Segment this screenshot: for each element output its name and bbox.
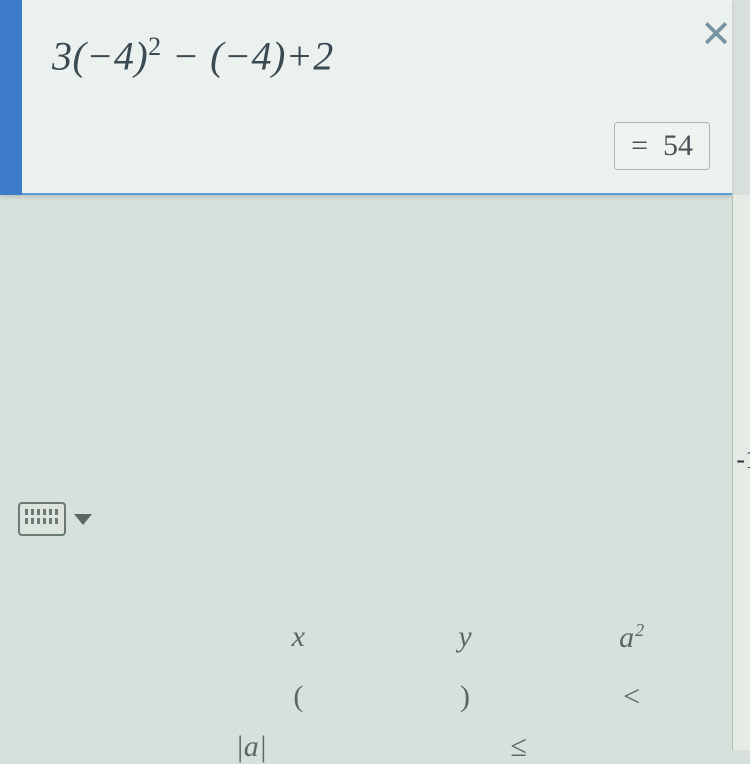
keypad-row: |a| ≤ [215, 730, 555, 764]
keyboard-toggle[interactable] [18, 502, 92, 536]
key-square-base: a [619, 621, 634, 654]
key-square[interactable]: a2 [567, 620, 697, 655]
key-square-sup: 2 [635, 620, 644, 640]
axis-label: -1 [736, 445, 750, 475]
keypad-row: x y a2 [215, 620, 715, 655]
key-y[interactable]: y [400, 620, 530, 655]
close-icon[interactable]: ✕ [700, 12, 732, 57]
keyboard-icon [18, 502, 66, 536]
chevron-down-icon [74, 514, 92, 525]
result-prefix: = [631, 129, 648, 162]
equation-display[interactable]: 3(−4)2 − (−4)+2 [52, 32, 334, 79]
equation-panel: 3(−4)2 − (−4)+2 ✕ = 54 [0, 0, 732, 195]
key-lte[interactable]: ≤ [483, 730, 556, 764]
key-less-than[interactable]: < [567, 680, 697, 714]
key-x[interactable]: x [233, 620, 363, 655]
key-close-paren[interactable]: ) [400, 680, 530, 714]
result-display: = 54 [614, 122, 710, 170]
keypad-row: ( ) < [215, 680, 715, 714]
selection-bar [0, 0, 22, 195]
key-open-paren[interactable]: ( [233, 680, 363, 714]
key-abs[interactable]: |a| [215, 730, 288, 764]
result-value: 54 [663, 129, 693, 162]
